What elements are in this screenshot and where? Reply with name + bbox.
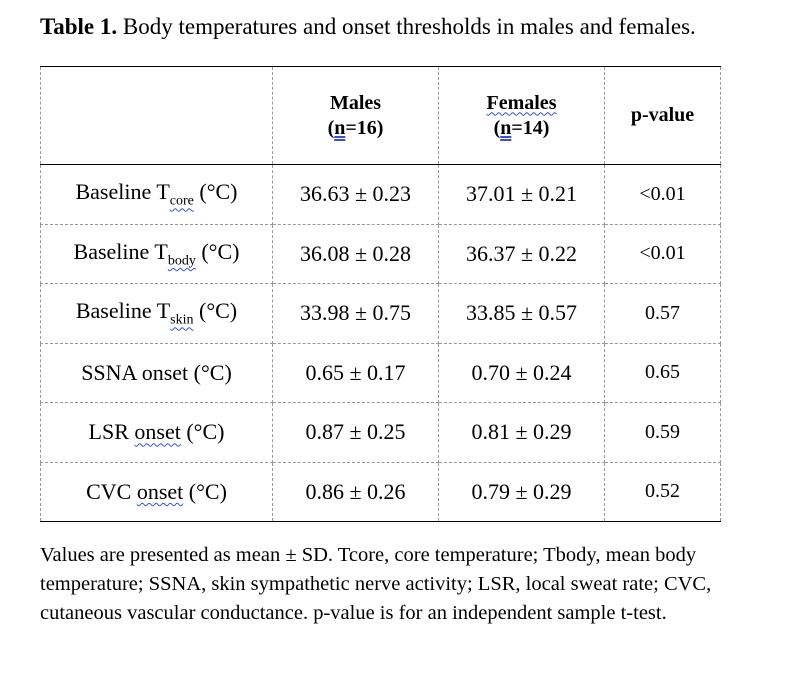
- row-label: LSR onset (°C): [40, 402, 273, 463]
- header-males: Males (n=16): [272, 66, 439, 165]
- p-value: <0.01: [604, 223, 721, 284]
- header-females: Females (n=14): [438, 66, 605, 165]
- males-value: 36.63 ± 0.23: [272, 164, 439, 225]
- row-label: CVC onset (°C): [40, 461, 273, 522]
- p-value: <0.01: [604, 164, 721, 225]
- header-pvalue: p-value: [604, 66, 721, 165]
- row-label: Baseline Tbody (°C): [40, 223, 273, 284]
- table-row: CVC onset (°C) 0.86 ± 0.26 0.79 ± 0.29 0…: [40, 461, 721, 522]
- table-title-label: Table 1.: [40, 14, 118, 39]
- males-value: 0.87 ± 0.25: [272, 402, 439, 463]
- table-title-text: Body temperatures and onset thresholds i…: [122, 14, 696, 39]
- females-value: 33.85 ± 0.57: [438, 283, 605, 344]
- table-row: Baseline Tcore (°C) 36.63 ± 0.23 37.01 ±…: [40, 164, 721, 225]
- males-value: 36.08 ± 0.28: [272, 223, 439, 284]
- table-row: Baseline Tbody (°C) 36.08 ± 0.28 36.37 ±…: [40, 223, 721, 284]
- males-value: 0.86 ± 0.26: [272, 461, 439, 522]
- females-value: 37.01 ± 0.21: [438, 164, 605, 225]
- males-value: 0.65 ± 0.17: [272, 342, 439, 403]
- p-value: 0.59: [604, 402, 721, 463]
- table-row: LSR onset (°C) 0.87 ± 0.25 0.81 ± 0.29 0…: [40, 402, 721, 463]
- table-row: SSNA onset (°C) 0.65 ± 0.17 0.70 ± 0.24 …: [40, 342, 721, 403]
- header-empty-cell: [40, 66, 273, 165]
- row-label: Baseline Tcore (°C): [40, 164, 273, 225]
- table-row: Baseline Tskin (°C) 33.98 ± 0.75 33.85 ±…: [40, 283, 721, 344]
- row-label: Baseline Tskin (°C): [40, 283, 273, 344]
- females-value: 0.79 ± 0.29: [438, 461, 605, 522]
- p-value: 0.57: [604, 283, 721, 344]
- p-value: 0.65: [604, 342, 721, 403]
- table-footnote: Values are presented as mean ± SD. Tcore…: [40, 544, 712, 624]
- data-table: Males (n=16) Females (n=14) p-value Base…: [40, 66, 721, 522]
- females-value: 0.81 ± 0.29: [438, 402, 605, 463]
- table-title: Table 1. Body temperatures and onset thr…: [40, 14, 696, 40]
- females-value: 0.70 ± 0.24: [438, 342, 605, 403]
- row-label: SSNA onset (°C): [40, 342, 273, 403]
- females-value: 36.37 ± 0.22: [438, 223, 605, 284]
- males-value: 33.98 ± 0.75: [272, 283, 439, 344]
- p-value: 0.52: [604, 461, 721, 522]
- table-header-row: Males (n=16) Females (n=14) p-value: [40, 66, 721, 165]
